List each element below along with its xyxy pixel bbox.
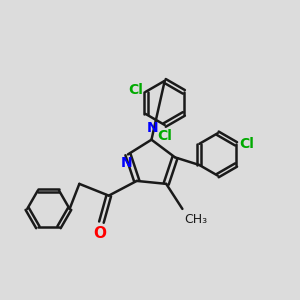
- Text: CH₃: CH₃: [184, 213, 207, 226]
- Text: Cl: Cl: [128, 83, 143, 98]
- Text: Cl: Cl: [157, 129, 172, 143]
- Text: N: N: [147, 121, 159, 135]
- Text: O: O: [93, 226, 106, 241]
- Text: Cl: Cl: [239, 137, 254, 151]
- Text: N: N: [121, 156, 132, 170]
